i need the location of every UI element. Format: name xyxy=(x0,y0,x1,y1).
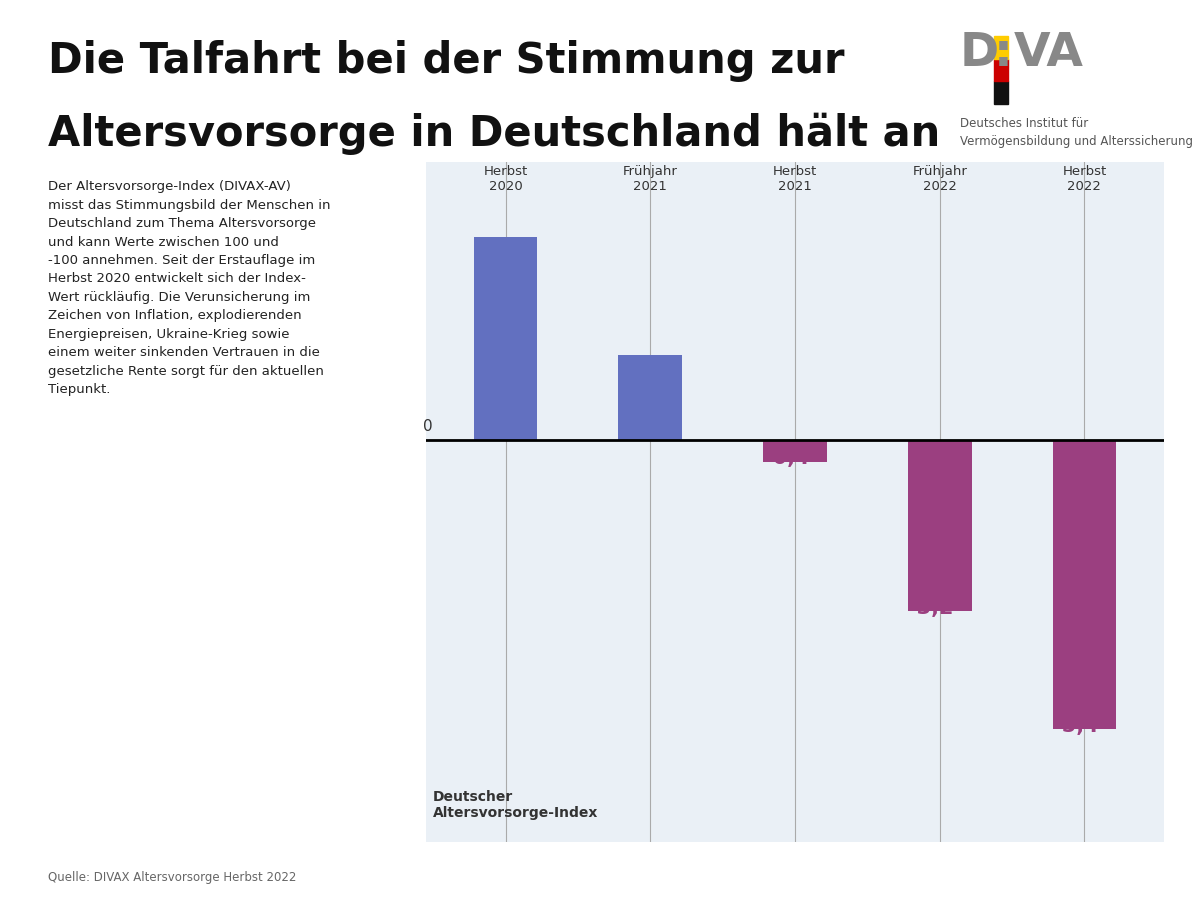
Text: 3,8: 3,8 xyxy=(475,245,512,265)
Text: -0,4: -0,4 xyxy=(764,448,810,468)
Text: -3,2: -3,2 xyxy=(910,598,955,618)
Text: 1,6: 1,6 xyxy=(620,363,656,382)
Bar xyxy=(994,81,1008,104)
Text: Vermögensbildung und Alterssicherung: Vermögensbildung und Alterssicherung xyxy=(960,135,1193,148)
Bar xyxy=(1052,440,1116,729)
Bar xyxy=(908,440,972,611)
Bar xyxy=(994,36,1008,58)
Text: 0: 0 xyxy=(424,418,433,434)
Text: Frühjahr
2022: Frühjahr 2022 xyxy=(912,165,967,193)
Text: :: : xyxy=(995,32,1013,76)
Bar xyxy=(763,440,827,462)
Text: Deutsches Institut für: Deutsches Institut für xyxy=(960,117,1088,130)
Text: Herbst
2021: Herbst 2021 xyxy=(773,165,817,193)
Text: Der Altersvorsorge-Index (DIVAX-AV)
misst das Stimmungsbild der Menschen in
Deut: Der Altersvorsorge-Index (DIVAX-AV) miss… xyxy=(48,180,330,397)
Text: VA: VA xyxy=(1014,32,1084,76)
Bar xyxy=(618,355,682,440)
Text: Herbst
2022: Herbst 2022 xyxy=(1062,165,1106,193)
Text: Altersvorsorge in Deutschland hält an: Altersvorsorge in Deutschland hält an xyxy=(48,112,941,155)
Text: Die Talfahrt bei der Stimmung zur: Die Talfahrt bei der Stimmung zur xyxy=(48,40,845,83)
Text: -5,4: -5,4 xyxy=(1054,716,1099,736)
Text: Herbst
2020: Herbst 2020 xyxy=(484,165,528,193)
Bar xyxy=(994,58,1008,81)
Text: Deutscher
Altersvorsorge-Index: Deutscher Altersvorsorge-Index xyxy=(433,790,599,820)
Text: Quelle: DIVAX Altersvorsorge Herbst 2022: Quelle: DIVAX Altersvorsorge Herbst 2022 xyxy=(48,871,296,884)
Bar xyxy=(474,237,538,440)
Text: D: D xyxy=(960,32,1000,76)
Text: Frühjahr
2021: Frühjahr 2021 xyxy=(623,165,678,193)
